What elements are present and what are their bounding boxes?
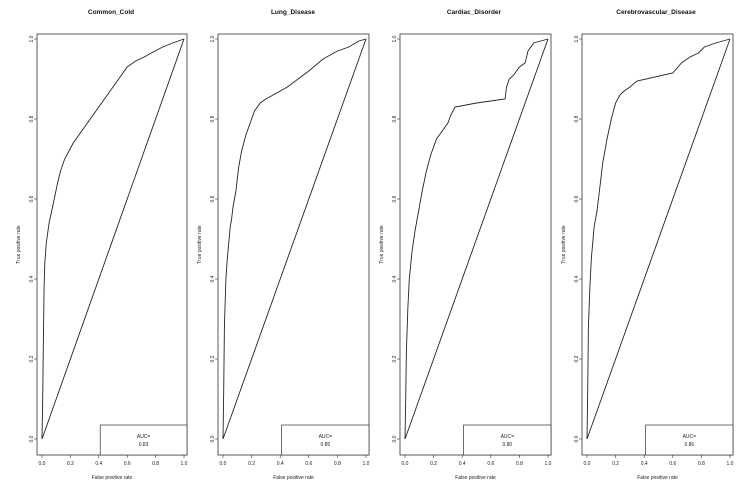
roc-panel-0: Common_Cold 0.0 0.2 0.4 0.6 0.8 1.0 0.0 0.2 0.4 0.… xyxy=(16,9,188,481)
plot-frame xyxy=(399,33,552,456)
x-tick-label: 0.0 xyxy=(39,461,46,467)
diagonal-reference-line xyxy=(222,38,367,440)
y-tick-label: 0.8 xyxy=(574,115,580,122)
x-tick-label: 1.0 xyxy=(181,461,188,467)
x-axis-label: False positive rate xyxy=(92,475,133,481)
x-tick-label: 0.4 xyxy=(459,461,466,467)
legend-auc-label: AUC= xyxy=(501,434,515,440)
y-axis-label: True positive rate xyxy=(16,225,22,264)
x-tick-label: 0.4 xyxy=(641,461,648,467)
roc-curve xyxy=(41,38,185,440)
x-tick-label: 0.2 xyxy=(67,461,74,467)
y-tick-label: 0.4 xyxy=(392,275,398,282)
y-tick-label: 0.2 xyxy=(392,355,398,362)
y-tick-label: 0.6 xyxy=(29,195,35,202)
x-tick-label: 0.6 xyxy=(669,461,676,467)
x-axis-label: False positive rate xyxy=(637,475,678,481)
y-tick-label: 0.0 xyxy=(29,435,35,442)
x-tick-label: 0.2 xyxy=(430,461,437,467)
x-tick-label: 0.4 xyxy=(277,461,284,467)
legend-auc-value: 0.85 xyxy=(320,442,330,448)
legend-auc-label: AUC= xyxy=(683,434,697,440)
y-tick-label: 0.2 xyxy=(210,355,216,362)
plot-frame xyxy=(217,33,370,456)
y-tick-label: 1.0 xyxy=(574,35,580,42)
x-tick-label: 0.8 xyxy=(152,461,159,467)
diagonal-reference-line xyxy=(404,38,549,440)
x-tick-label: 0.2 xyxy=(612,461,619,467)
legend-box xyxy=(281,424,370,456)
legend-box xyxy=(463,424,552,456)
x-tick-label: 0.8 xyxy=(698,461,705,467)
y-tick-label: 0.8 xyxy=(210,115,216,122)
x-tick-label: 1.0 xyxy=(727,461,734,467)
plot-frame xyxy=(36,33,188,456)
y-tick-label: 0.4 xyxy=(210,275,216,282)
y-axis-label: True positive rate xyxy=(197,225,203,264)
x-axis-label: False positive rate xyxy=(455,475,496,481)
y-tick-label: 1.0 xyxy=(392,35,398,42)
y-tick-label: 0.0 xyxy=(210,435,216,442)
roc-panel-1: Lung_Disease 0.0 0.2 0.4 0.6 0.8 1.0 0.0 0.2 0.4 0… xyxy=(197,9,370,481)
y-tick-label: 0.6 xyxy=(574,195,580,202)
x-tick-label: 0.0 xyxy=(584,461,591,467)
y-tick-label: 0.8 xyxy=(392,115,398,122)
diagonal-reference-line xyxy=(41,38,185,440)
chart-title: Lung_Disease xyxy=(271,9,315,16)
x-tick-label: 0.4 xyxy=(95,461,102,467)
legend-auc-label: AUC= xyxy=(137,434,151,440)
legend-auc-value: 0.80 xyxy=(502,442,512,448)
y-tick-label: 0.4 xyxy=(574,275,580,282)
x-tick-label: 0.8 xyxy=(334,461,341,467)
x-tick-label: 1.0 xyxy=(545,461,552,467)
legend-box xyxy=(645,424,734,456)
y-tick-label: 0.0 xyxy=(574,435,580,442)
y-tick-label: 0.2 xyxy=(29,355,35,362)
x-tick-label: 1.0 xyxy=(363,461,370,467)
roc-curve xyxy=(586,38,731,440)
y-tick-label: 0.0 xyxy=(392,435,398,442)
y-tick-label: 0.8 xyxy=(29,115,35,122)
chart-title: Cardiac_Disorder xyxy=(447,9,502,16)
y-tick-label: 0.6 xyxy=(392,195,398,202)
y-axis-label: True positive rate xyxy=(379,225,385,264)
plot-frame xyxy=(581,33,734,456)
legend-box xyxy=(99,424,188,456)
y-tick-label: 0.6 xyxy=(210,195,216,202)
chart-title: Cerebrovascular_Disease xyxy=(616,9,696,16)
x-axis-label: False positive rate xyxy=(273,475,314,481)
x-tick-label: 0.6 xyxy=(124,461,131,467)
y-tick-label: 1.0 xyxy=(210,35,216,42)
x-tick-label: 0.0 xyxy=(402,461,409,467)
x-tick-label: 0.0 xyxy=(220,461,227,467)
x-tick-label: 0.2 xyxy=(248,461,255,467)
legend-auc-label: AUC= xyxy=(319,434,333,440)
legend-auc-value: 0.83 xyxy=(139,442,149,448)
y-tick-label: 0.2 xyxy=(574,355,580,362)
diagonal-reference-line xyxy=(586,38,731,440)
y-tick-label: 1.0 xyxy=(29,35,35,42)
roc-panel-3: Cerebrovascular_Disease 0.0 0.2 0.4 0.6 0.8 1.… xyxy=(561,9,734,481)
legend-auc-value: 0.86 xyxy=(684,442,694,448)
roc-curve xyxy=(222,38,367,440)
x-tick-label: 0.8 xyxy=(516,461,523,467)
y-tick-label: 0.4 xyxy=(29,275,35,282)
roc-curve xyxy=(404,38,549,440)
chart-title: Common_Cold xyxy=(88,9,134,16)
y-axis-label: True positive rate xyxy=(561,225,567,264)
x-tick-label: 0.6 xyxy=(305,461,312,467)
x-tick-label: 0.6 xyxy=(487,461,494,467)
roc-panel-2: Cardiac_Disorder 0.0 0.2 0.4 0.6 0.8 1.0 0.0 0.2… xyxy=(379,9,552,481)
